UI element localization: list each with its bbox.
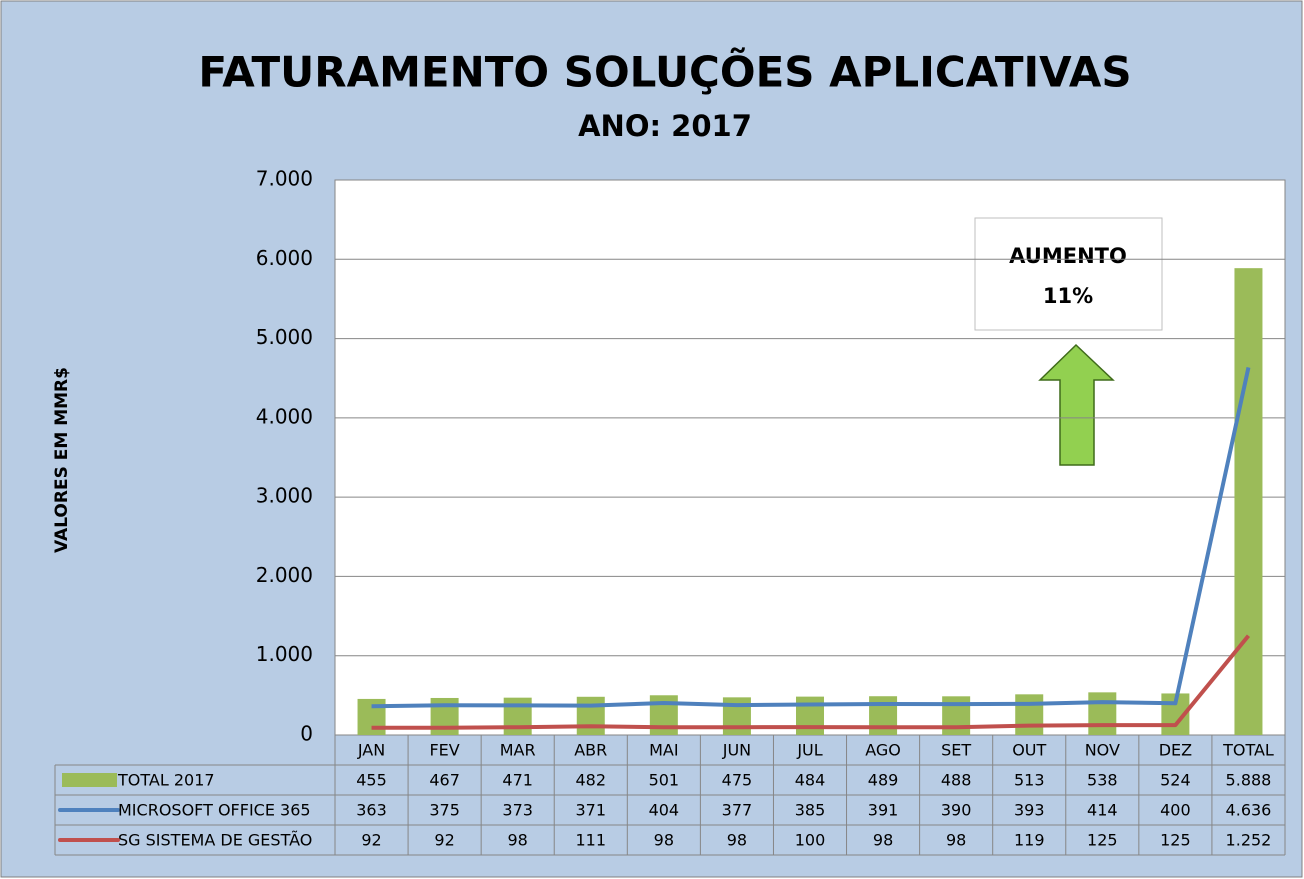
x-tick-label: MAR xyxy=(500,741,536,760)
y-tick-label: 6.000 xyxy=(256,246,313,270)
data-label: 391 xyxy=(868,801,899,820)
data-label: 98 xyxy=(508,831,528,850)
y-tick-label: 5.000 xyxy=(256,325,313,349)
data-label: 385 xyxy=(795,801,826,820)
data-label: 489 xyxy=(868,771,899,790)
bar xyxy=(1234,268,1263,735)
bar xyxy=(1088,692,1117,735)
data-label: 467 xyxy=(429,771,460,790)
data-label: 538 xyxy=(1087,771,1118,790)
data-label: 375 xyxy=(429,801,460,820)
data-label: 400 xyxy=(1160,801,1191,820)
data-label: 482 xyxy=(575,771,606,790)
y-tick-label: 1.000 xyxy=(256,642,313,666)
bar xyxy=(503,697,532,735)
data-label: 404 xyxy=(649,801,680,820)
y-tick-label: 0 xyxy=(300,722,313,746)
data-label: 125 xyxy=(1087,831,1118,850)
data-label: 501 xyxy=(649,771,680,790)
data-label: 471 xyxy=(502,771,533,790)
data-label: 373 xyxy=(502,801,533,820)
legend-swatch xyxy=(62,773,117,787)
bar xyxy=(1015,694,1044,735)
x-tick-label: MAI xyxy=(649,741,678,760)
data-label: 377 xyxy=(722,801,753,820)
data-label: 1.252 xyxy=(1226,831,1272,850)
annotation-box xyxy=(974,217,1163,331)
data-label: 363 xyxy=(356,801,387,820)
data-label: 125 xyxy=(1160,831,1191,850)
data-label: 98 xyxy=(727,831,747,850)
line xyxy=(371,367,1251,709)
data-label: 100 xyxy=(795,831,826,850)
x-tick-label: JUL xyxy=(796,741,822,760)
x-tick-label: DEZ xyxy=(1159,741,1192,760)
x-tick-label: FEV xyxy=(429,741,459,760)
data-label: 98 xyxy=(946,831,966,850)
data-label: 455 xyxy=(356,771,387,790)
data-label: 475 xyxy=(722,771,753,790)
x-tick-label: JAN xyxy=(357,741,385,760)
bar xyxy=(576,696,605,735)
annotation: AUMENTO xyxy=(1009,244,1127,268)
data-label: 484 xyxy=(795,771,826,790)
data-label: 92 xyxy=(434,831,454,850)
data-label: 98 xyxy=(654,831,674,850)
y-tick-label: 4.000 xyxy=(256,404,313,428)
line xyxy=(371,634,1251,730)
bar xyxy=(796,696,824,735)
data-label: 119 xyxy=(1014,831,1045,850)
data-label: 524 xyxy=(1160,771,1191,790)
data-label: 111 xyxy=(575,831,606,850)
x-tick-label: TOTAL xyxy=(1222,741,1274,760)
x-tick-label: ABR xyxy=(574,741,607,760)
data-label: 371 xyxy=(575,801,606,820)
x-tick-label: NOV xyxy=(1085,741,1120,760)
legend-label: TOTAL 2017 xyxy=(117,771,215,790)
legend-label: MICROSOFT OFFICE 365 xyxy=(118,801,311,820)
data-label: 488 xyxy=(941,771,972,790)
y-axis-label: VALORES EM MMR$ xyxy=(52,367,72,553)
y-tick-label: 2.000 xyxy=(256,563,313,587)
data-label: 98 xyxy=(873,831,893,850)
y-tick-label: 7.000 xyxy=(256,167,313,191)
y-tick-label: 3.000 xyxy=(256,484,313,508)
chart-subtitle: ANO: 2017 xyxy=(578,109,752,143)
x-tick-label: AGO xyxy=(865,741,901,760)
data-label: 4.636 xyxy=(1226,801,1272,820)
data-label: 92 xyxy=(361,831,381,850)
x-tick-label: JUN xyxy=(722,741,751,760)
data-label: 393 xyxy=(1014,801,1045,820)
x-tick-label: OUT xyxy=(1012,741,1046,760)
arrow xyxy=(1038,343,1115,466)
x-tick-label: SET xyxy=(941,741,971,760)
chart-title: FATURAMENTO SOLUÇÕES APLICATIVAS xyxy=(198,47,1131,97)
annotation: 11% xyxy=(1043,284,1093,308)
data-label: 5.888 xyxy=(1226,771,1272,790)
data-label: 513 xyxy=(1014,771,1045,790)
data-label: 414 xyxy=(1087,801,1118,820)
data-label: 390 xyxy=(941,801,972,820)
legend-label: SG SISTEMA DE GESTÃO xyxy=(118,831,312,850)
